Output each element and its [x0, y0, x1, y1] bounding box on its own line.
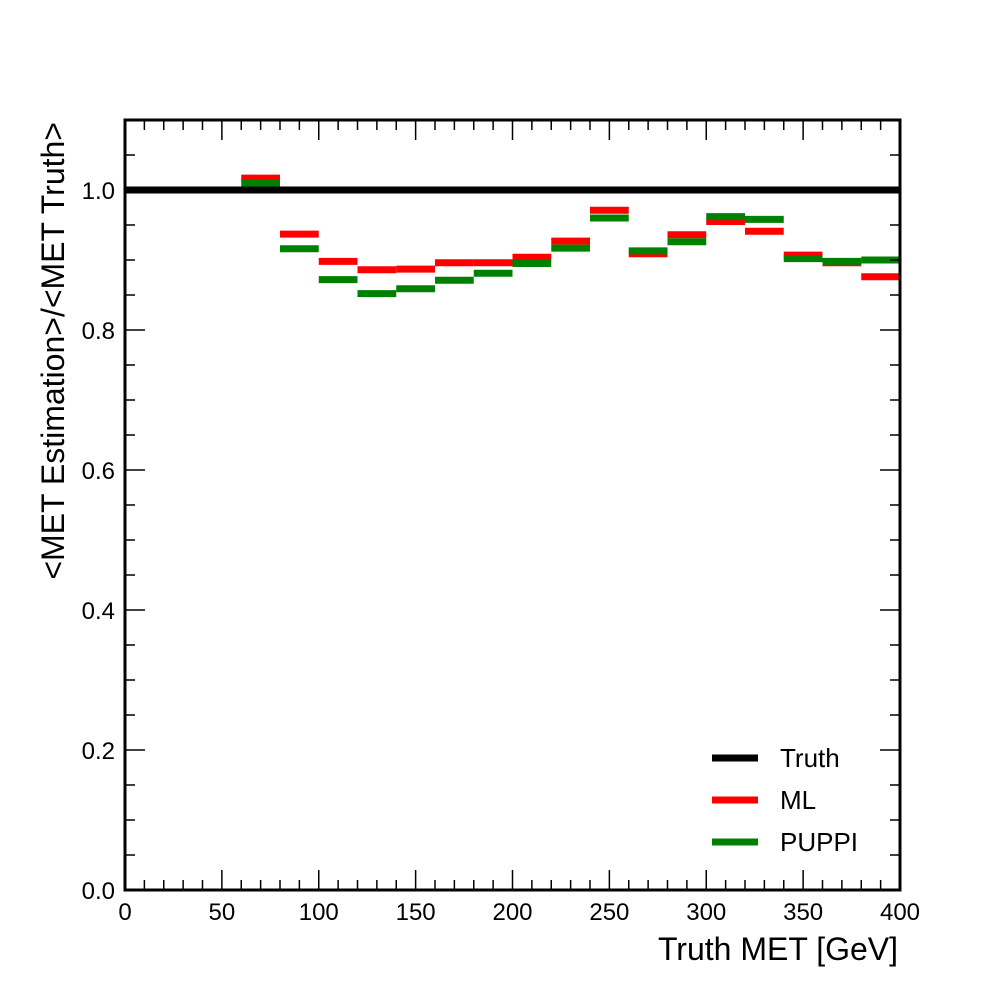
- y-tick-label: 1.0: [82, 178, 115, 205]
- x-tick-label: 50: [209, 899, 236, 926]
- x-tick-label: 150: [396, 899, 436, 926]
- legend: Truth ML PUPPI: [712, 743, 858, 857]
- plot-frame: [123, 118, 902, 892]
- y-tick-label: 0.6: [82, 458, 115, 485]
- legend-label-truth: Truth: [780, 743, 840, 773]
- x-tick-label: 200: [492, 899, 532, 926]
- x-tick-label: 0: [118, 899, 131, 926]
- y-tick-label: 0.8: [82, 318, 115, 345]
- x-axis-label: Truth MET [GeV]: [658, 931, 898, 967]
- x-tick-label: 300: [686, 899, 726, 926]
- y-tick-label: 0.2: [82, 738, 115, 765]
- y-tick-label: 0.0: [82, 878, 115, 905]
- labels-layer: 0 50 100 150 200 250 300 350 400 0.0 0.2 0.4 0.6 0.8 1…: [82, 178, 920, 926]
- ticks-layer: [124, 119, 901, 891]
- y-axis-label: <MET Estimation>/<MET Truth>: [35, 122, 71, 580]
- legend-label-ml: ML: [780, 785, 816, 815]
- data-layer: [125, 174, 900, 298]
- x-tick-label: 350: [783, 899, 823, 926]
- legend-label-puppi: PUPPI: [780, 827, 858, 857]
- x-tick-label: 250: [589, 899, 629, 926]
- x-tick-label: 100: [299, 899, 339, 926]
- x-tick-label: 400: [880, 899, 920, 926]
- y-tick-label: 0.4: [82, 598, 115, 625]
